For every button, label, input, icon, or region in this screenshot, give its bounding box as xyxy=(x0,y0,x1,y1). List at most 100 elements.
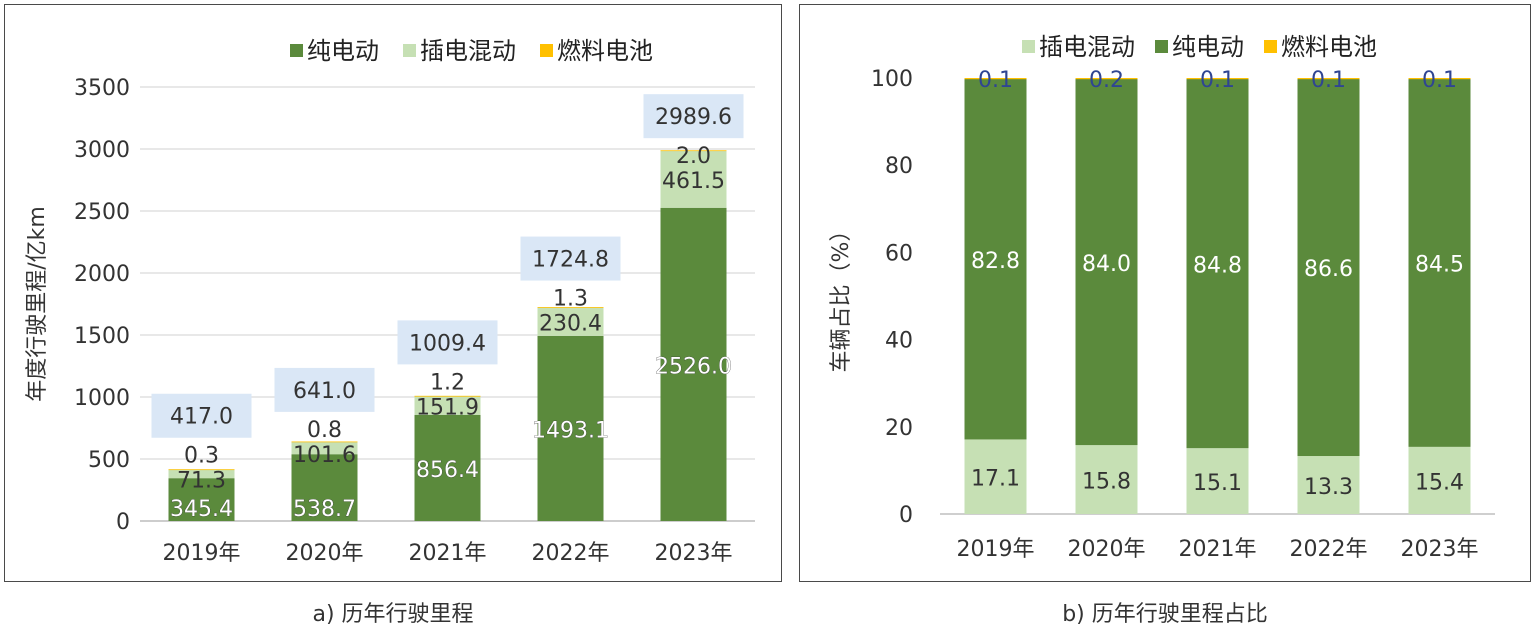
chart-a-y-tick-label: 500 xyxy=(88,448,130,473)
chart-b-label-phev: 15.8 xyxy=(1082,470,1131,495)
chart-b-legend-label: 燃料电池 xyxy=(1281,33,1377,61)
chart-a-bar-bev xyxy=(414,414,481,521)
chart-b-x-tick-label: 2019年 xyxy=(957,537,1035,562)
chart-a-label-fcv: 0.3 xyxy=(184,444,219,469)
chart-b-bar-fcv xyxy=(1408,78,1471,80)
chart-a-bar-phev xyxy=(168,469,235,479)
chart-b-y-tick-label: 0 xyxy=(899,503,913,528)
chart-b-label-phev: 15.4 xyxy=(1415,470,1464,495)
chart-a-y-tick-label: 1500 xyxy=(74,324,130,349)
chart-a-y-tick-label: 3000 xyxy=(74,138,130,163)
chart-a-bar-phev xyxy=(660,150,727,208)
chart-b-label-fcv: 0.1 xyxy=(1200,68,1235,93)
chart-a-x-tick-label: 2019年 xyxy=(163,541,241,566)
chart-b-bar-bev xyxy=(1297,78,1360,457)
chart-a-bar-fcv xyxy=(660,150,727,152)
chart-a-label-fcv: 1.3 xyxy=(553,287,588,312)
chart-a-total-box xyxy=(151,393,252,438)
chart-b-label-fcv: 0.1 xyxy=(1311,68,1346,93)
chart-a-bar-fcv xyxy=(168,469,235,471)
chart-a-total-box xyxy=(274,367,375,412)
chart-b-bar-fcv xyxy=(1075,78,1138,80)
chart-b-x-tick-label: 2020年 xyxy=(1068,537,1146,562)
chart-a-bar-phev xyxy=(414,395,481,415)
chart-b-bar-phev xyxy=(1297,456,1360,514)
chart-b-label-bev: 84.5 xyxy=(1415,253,1464,278)
chart-a-bar-fcv xyxy=(414,395,481,397)
chart-a-label-bev: 2526.0 xyxy=(655,354,732,379)
chart-a-label-phev: 151.9 xyxy=(416,395,479,420)
chart-b-label-phev: 13.3 xyxy=(1304,475,1353,500)
chart-b-y-tick-label: 40 xyxy=(885,329,913,354)
chart-b-x-tick-label: 2023年 xyxy=(1401,537,1479,562)
chart-b-label-fcv: 0.1 xyxy=(1422,68,1457,93)
chart-a-label-phev: 71.3 xyxy=(177,469,226,494)
chart-b-bar-bev xyxy=(1075,78,1138,446)
chart-b-x-tick-label: 2021年 xyxy=(1179,537,1257,562)
chart-b-label-fcv: 0.1 xyxy=(978,68,1013,93)
chart-a-label-phev: 461.5 xyxy=(662,169,725,194)
chart-a-legend-swatch-phev xyxy=(403,44,416,57)
chart-a-y-tick-label: 2500 xyxy=(74,200,130,225)
chart-a-legend-swatch-bev xyxy=(290,44,303,57)
chart-a-x-tick-label: 2021年 xyxy=(409,541,487,566)
chart-a-x-tick-label: 2020年 xyxy=(286,541,364,566)
chart-b-legend-swatch-bev xyxy=(1155,40,1168,53)
chart-a-frame xyxy=(4,4,782,582)
chart-a-x-tick-label: 2023年 xyxy=(655,541,733,566)
chart-a-total-box xyxy=(520,236,621,281)
chart-a-legend-label: 燃料电池 xyxy=(557,37,653,65)
chart-a-total-label: 2989.6 xyxy=(655,105,732,130)
chart-a-label-bev: 345.4 xyxy=(170,497,233,522)
chart-b-bar-phev xyxy=(1075,445,1138,514)
chart-b-bar-phev xyxy=(1408,446,1471,514)
chart-b-label-phev: 15.1 xyxy=(1193,471,1242,496)
chart-b-caption: b) 历年行驶里程占比 xyxy=(1062,602,1268,627)
chart-a-total-label: 641.0 xyxy=(293,379,356,404)
chart-b-label-bev: 84.8 xyxy=(1193,253,1242,278)
chart-a-label-fcv: 1.2 xyxy=(430,370,465,395)
chart-a-bar-bev xyxy=(168,478,235,521)
chart-b-bar-phev xyxy=(964,439,1027,514)
chart-b-bar-bev xyxy=(1186,78,1249,449)
chart-a-bar-fcv xyxy=(537,307,604,308)
chart-b-bar-fcv xyxy=(964,78,1027,80)
chart-a-y-axis-title: 年度行驶里程/亿km xyxy=(25,206,50,402)
chart-b-label-fcv: 0.2 xyxy=(1089,68,1124,93)
chart-b-y-tick-label: 20 xyxy=(885,416,913,441)
chart-a-label-bev: 1493.1 xyxy=(532,418,609,443)
chart-a-total-label: 417.0 xyxy=(170,405,233,430)
chart-a-y-tick-label: 3500 xyxy=(74,76,130,101)
chart-a-bar-fcv xyxy=(291,441,358,443)
chart-b-y-axis-title: 车辆占比（%） xyxy=(829,220,854,373)
chart-b-label-bev: 84.0 xyxy=(1082,252,1131,277)
chart-b-legend-swatch-fcv xyxy=(1264,40,1277,53)
chart-b-share: 0 20 40 60 80 100 车辆占比（%） 2019年 17.1 82.8 0.1 2020年… xyxy=(829,33,1495,562)
chart-a-bar-phev xyxy=(537,307,604,336)
chart-b-bar-bev xyxy=(1408,78,1471,447)
chart-a-y-tick-label: 0 xyxy=(116,510,130,535)
chart-a-label-bev: 538.7 xyxy=(293,497,356,522)
chart-b-label-phev: 17.1 xyxy=(971,467,1020,492)
chart-b-y-tick-label: 100 xyxy=(871,67,913,92)
chart-a-total-label: 1009.4 xyxy=(409,331,486,356)
chart-b-x-tick-label: 2022年 xyxy=(1290,537,1368,562)
chart-a-bar-bev xyxy=(291,454,358,521)
chart-a-label-fcv: 2.0 xyxy=(676,144,711,169)
chart-a-legend-label: 纯电动 xyxy=(307,37,379,65)
chart-a-y-tick-label: 1000 xyxy=(74,386,130,411)
chart-a-mileage: 0 500 1000 1500 2000 2500 3000 3500 年度行驶里程/亿km 20… xyxy=(25,37,755,566)
chart-b-bar-fcv xyxy=(1297,78,1360,80)
chart-b-bar-phev xyxy=(1186,448,1249,514)
chart-b-legend-label: 插电混动 xyxy=(1039,33,1135,61)
chart-a-label-phev: 230.4 xyxy=(539,312,602,337)
chart-b-y-tick-label: 80 xyxy=(885,154,913,179)
chart-b-label-bev: 82.8 xyxy=(971,249,1020,274)
chart-a-legend-label: 插电混动 xyxy=(420,37,516,65)
chart-b-label-bev: 86.6 xyxy=(1304,257,1353,282)
chart-b-legend-label: 纯电动 xyxy=(1172,33,1244,61)
chart-a-caption: a) 历年行驶里程 xyxy=(312,602,474,627)
chart-a-label-fcv: 0.8 xyxy=(307,418,342,443)
chart-b-y-tick-label: 60 xyxy=(885,241,913,266)
